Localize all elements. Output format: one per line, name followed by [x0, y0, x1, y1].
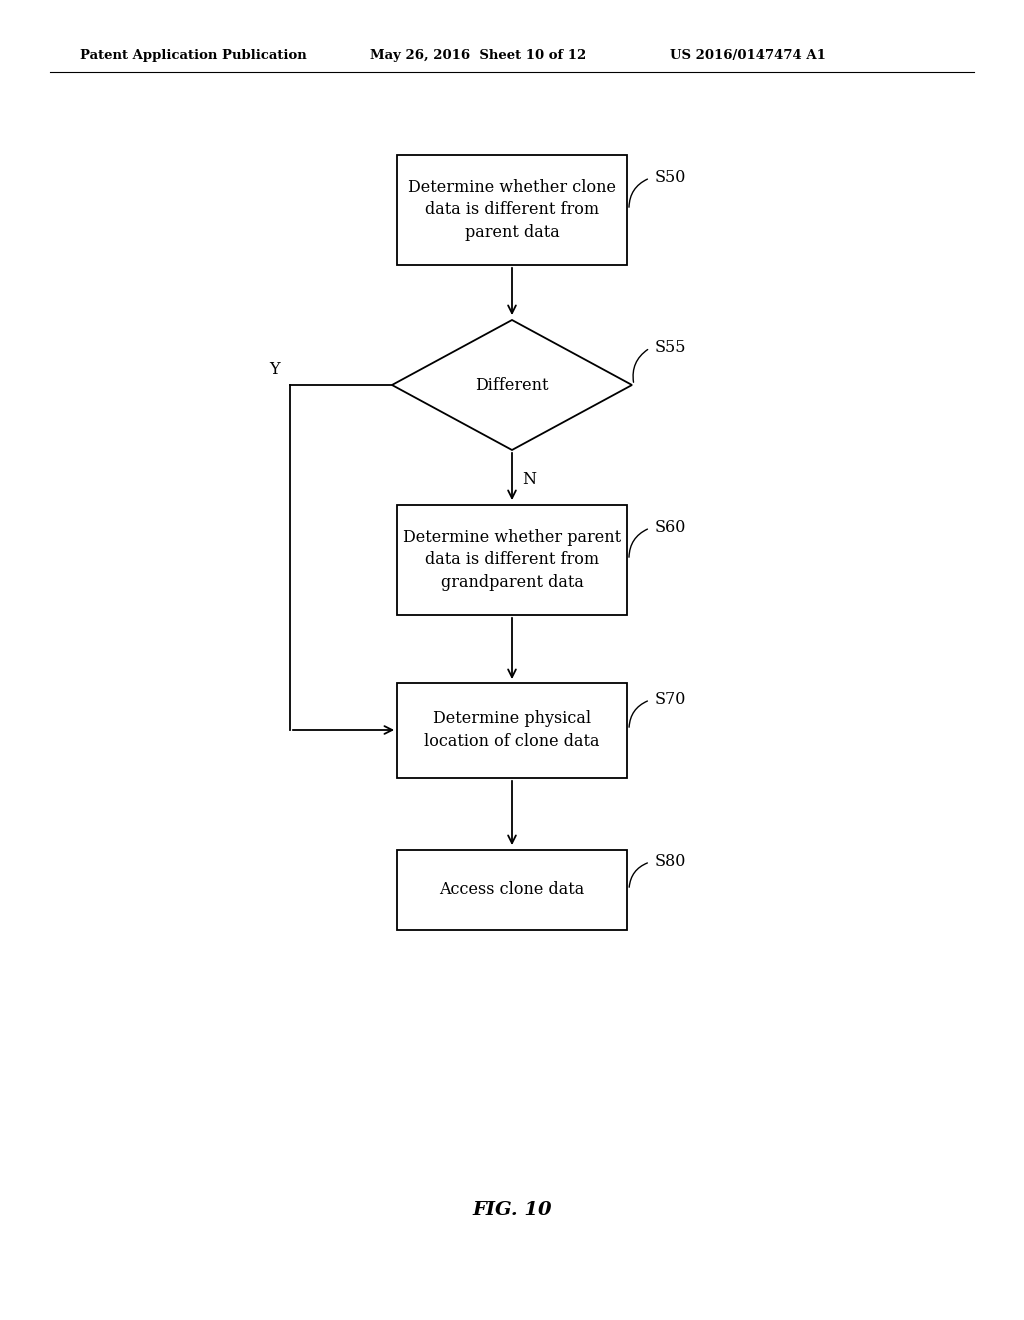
- Text: Determine whether parent
data is different from
grandparent data: Determine whether parent data is differe…: [402, 529, 622, 591]
- Text: May 26, 2016  Sheet 10 of 12: May 26, 2016 Sheet 10 of 12: [370, 49, 587, 62]
- Text: Y: Y: [269, 362, 281, 379]
- Text: Different: Different: [475, 376, 549, 393]
- Text: Patent Application Publication: Patent Application Publication: [80, 49, 307, 62]
- Text: S80: S80: [655, 854, 686, 870]
- Text: FIG. 10: FIG. 10: [472, 1201, 552, 1218]
- Text: S70: S70: [655, 692, 686, 709]
- Text: S50: S50: [655, 169, 686, 186]
- Bar: [397, 850, 627, 931]
- Text: S60: S60: [655, 520, 686, 536]
- Text: Determine whether clone
data is different from
parent data: Determine whether clone data is differen…: [408, 180, 616, 240]
- Text: Access clone data: Access clone data: [439, 882, 585, 899]
- Polygon shape: [392, 319, 632, 450]
- Text: Determine physical
location of clone data: Determine physical location of clone dat…: [424, 710, 600, 750]
- Text: N: N: [522, 471, 536, 488]
- Bar: [397, 154, 627, 265]
- Bar: [397, 506, 627, 615]
- Bar: [397, 682, 627, 777]
- Text: S55: S55: [655, 339, 686, 356]
- Text: US 2016/0147474 A1: US 2016/0147474 A1: [670, 49, 826, 62]
